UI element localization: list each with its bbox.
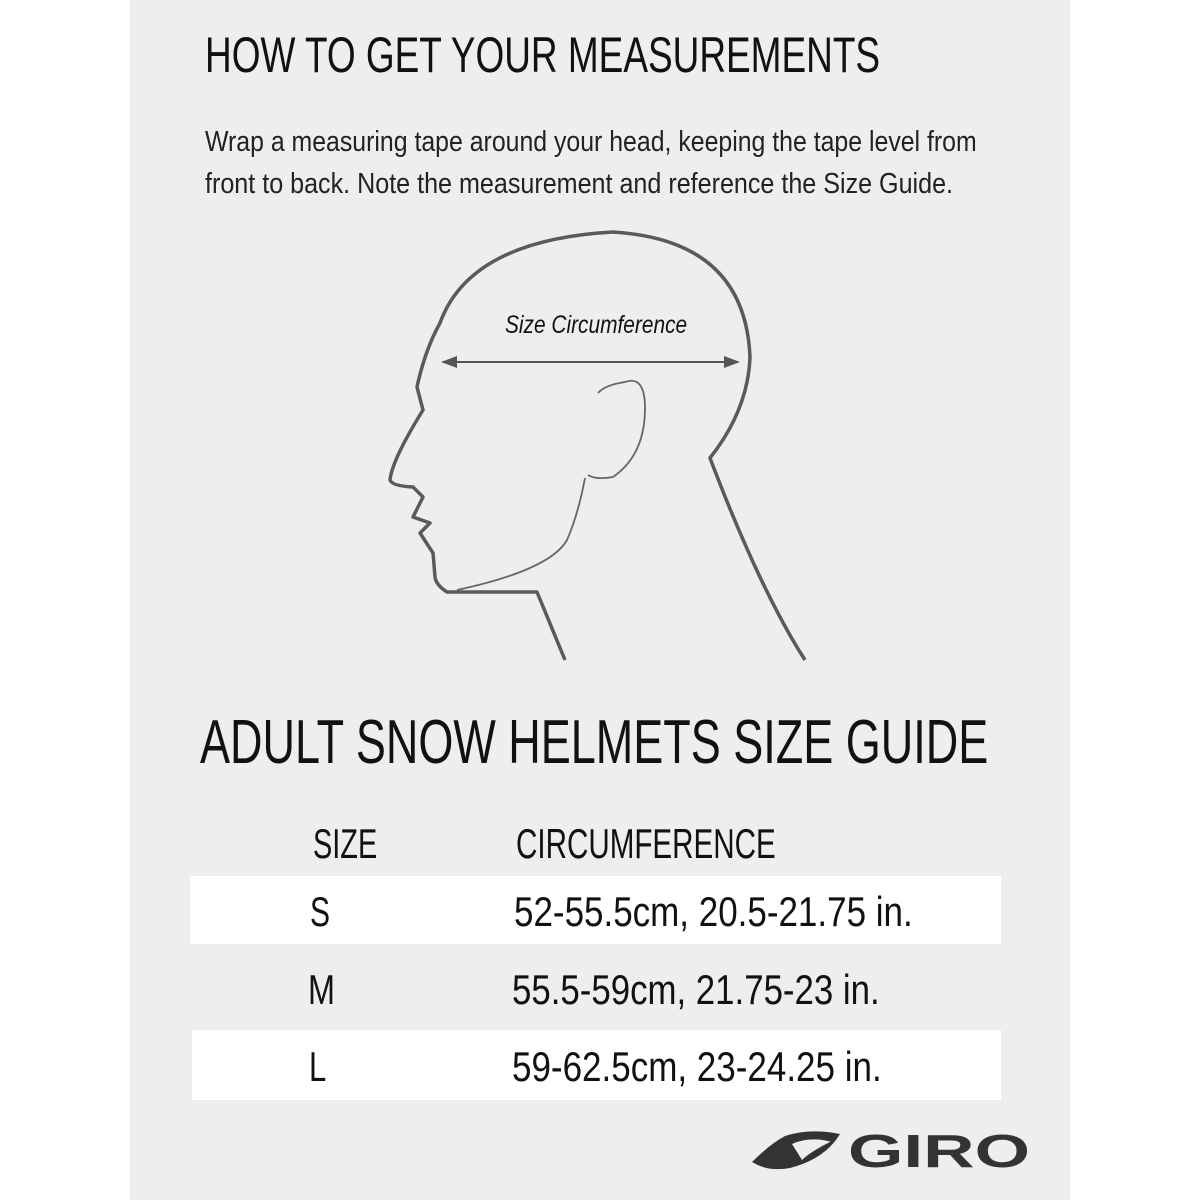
size-cell: L (309, 1043, 327, 1090)
table-row-highlight (190, 876, 1001, 944)
giro-eye-icon (752, 1131, 840, 1170)
size-cell: S (310, 888, 331, 935)
content-panel (130, 0, 1070, 1200)
circumference-cell: 55.5-59cm, 21.75-23 in. (512, 966, 880, 1013)
instructions-line-1: Wrap a measuring tape around your head, … (205, 126, 977, 158)
column-header-size: SIZE (313, 820, 378, 867)
jaw-line (456, 477, 586, 591)
head-diagram (388, 230, 807, 661)
circumference-cell: 52-55.5cm, 20.5-21.75 in. (514, 888, 913, 935)
head-outline (388, 230, 807, 661)
giro-wordmark: GIRO (848, 1125, 1030, 1172)
size-circumference-label: Size Circumference (505, 311, 688, 339)
instructions-line-2: front to back. Note the measurement and … (205, 168, 954, 200)
column-header-circumference: CIRCUMFERENCE (516, 820, 776, 867)
measurements-title: HOW TO GET YOUR MEASUREMENTS (205, 27, 881, 83)
circumference-cell: 59-62.5cm, 23-24.25 in. (512, 1043, 882, 1090)
table-row-highlight (192, 1030, 1001, 1100)
size-guide-title: ADULT SNOW HELMETS SIZE GUIDE (200, 708, 989, 777)
size-cell: M (308, 966, 335, 1013)
ear-outline (587, 379, 646, 480)
giro-logo: GIRO (752, 1125, 1030, 1172)
